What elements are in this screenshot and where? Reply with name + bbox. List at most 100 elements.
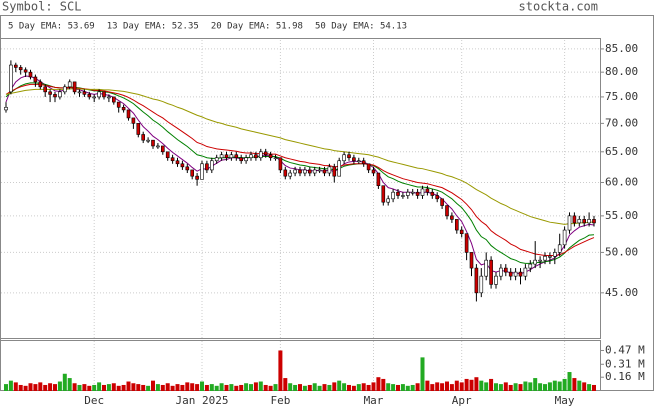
volume-tick-label: 0.16 M bbox=[605, 370, 645, 383]
volume-bar bbox=[405, 385, 410, 391]
volume-bar bbox=[229, 384, 234, 391]
volume-bar bbox=[23, 385, 28, 391]
volume-bar bbox=[121, 384, 126, 391]
candle-body bbox=[543, 255, 547, 261]
candle-body bbox=[283, 169, 288, 177]
volume-bar bbox=[445, 381, 449, 391]
candle-body bbox=[307, 169, 312, 174]
candle-body bbox=[317, 169, 322, 172]
candle-body bbox=[200, 163, 204, 180]
volume-bar bbox=[209, 384, 214, 391]
candle-body bbox=[141, 134, 145, 141]
volume-bar bbox=[87, 385, 92, 391]
candle-body bbox=[557, 244, 562, 253]
volume-bar bbox=[582, 382, 587, 391]
volume-bar bbox=[543, 384, 547, 391]
volume-bar bbox=[224, 384, 229, 391]
volume-bar bbox=[425, 380, 430, 391]
volume-bar bbox=[562, 378, 567, 391]
candle-body bbox=[489, 259, 493, 285]
y-tick-label: 70.00 bbox=[605, 116, 638, 129]
candle-body bbox=[430, 191, 435, 196]
legend-entry: 5 Day EMA: 53.69 bbox=[8, 22, 95, 32]
volume-bar bbox=[410, 384, 415, 391]
volume-bar bbox=[116, 385, 121, 391]
volume-bar bbox=[332, 382, 337, 391]
volume-bar bbox=[347, 384, 351, 391]
candle-body bbox=[38, 81, 43, 88]
volume-bar bbox=[263, 384, 268, 391]
candle-body bbox=[254, 154, 258, 159]
volume-bar bbox=[361, 383, 366, 391]
candle-body bbox=[582, 219, 587, 224]
legend-entry: 13 Day EMA: 52.35 bbox=[107, 22, 199, 32]
candle-body bbox=[205, 163, 209, 171]
volume-bar bbox=[180, 384, 185, 391]
volume-bar bbox=[459, 382, 464, 391]
volume-bar bbox=[160, 384, 165, 391]
source: stockta.com bbox=[519, 0, 598, 14]
candle-body bbox=[195, 175, 199, 180]
frame bbox=[0, 15, 654, 391]
volume-bar bbox=[420, 357, 425, 391]
candle-body bbox=[151, 139, 155, 147]
candle-body bbox=[116, 101, 121, 108]
candle-body bbox=[107, 96, 111, 99]
volume-bar bbox=[386, 383, 391, 391]
candle-body bbox=[249, 154, 253, 159]
candle-body bbox=[494, 275, 498, 285]
candle-body bbox=[322, 169, 327, 174]
candle-body bbox=[440, 198, 444, 206]
candle-body bbox=[210, 160, 214, 171]
candle-body bbox=[352, 157, 356, 162]
candle-body bbox=[484, 259, 489, 277]
candle-body bbox=[23, 69, 28, 73]
volume-bar bbox=[489, 378, 494, 391]
volume-bar bbox=[4, 384, 8, 391]
volume-bar bbox=[126, 381, 131, 391]
volume-bar bbox=[244, 383, 249, 391]
candle-body bbox=[503, 267, 508, 273]
y-tick-label: 55.00 bbox=[605, 209, 638, 222]
candle-body bbox=[356, 160, 361, 163]
ema-line bbox=[5, 88, 595, 225]
volume-bar bbox=[200, 381, 204, 391]
volume-bar bbox=[552, 380, 557, 391]
volume-bar bbox=[381, 378, 386, 391]
candle-body bbox=[136, 123, 141, 135]
candle-body bbox=[244, 157, 248, 162]
candle-body bbox=[263, 151, 268, 156]
candle-body bbox=[327, 166, 332, 174]
candle-body bbox=[190, 169, 194, 177]
candle-body bbox=[161, 145, 165, 153]
y-tick-label: 65.00 bbox=[605, 145, 638, 158]
candle-body bbox=[592, 219, 596, 224]
candle-body bbox=[278, 157, 283, 171]
volume-bar bbox=[469, 379, 474, 391]
volume-bar bbox=[141, 384, 146, 391]
volume-bar bbox=[219, 383, 224, 391]
volume-bar bbox=[400, 384, 405, 391]
candle-body bbox=[28, 71, 33, 78]
candle-body bbox=[303, 169, 307, 174]
y-tick-label: 85.00 bbox=[605, 42, 638, 55]
y-tick-label: 80.00 bbox=[605, 65, 638, 78]
candle-body bbox=[102, 91, 106, 98]
candle-body bbox=[293, 169, 297, 174]
volume-bar bbox=[8, 380, 13, 391]
candle-body bbox=[14, 64, 18, 68]
candle-body bbox=[312, 169, 317, 174]
volume-bar bbox=[440, 383, 445, 391]
volume-bar bbox=[170, 385, 175, 391]
candle-body bbox=[371, 169, 376, 174]
candle-body bbox=[366, 163, 371, 171]
candle-body bbox=[572, 215, 577, 224]
price-panel bbox=[0, 38, 601, 339]
volume-bar bbox=[572, 378, 577, 391]
volume-bar bbox=[258, 381, 263, 391]
x-tick-label: Dec bbox=[84, 394, 104, 406]
volume-bar bbox=[165, 383, 170, 391]
volume-bar bbox=[587, 384, 592, 391]
volume-bar bbox=[249, 384, 253, 391]
candle-body bbox=[454, 219, 459, 231]
